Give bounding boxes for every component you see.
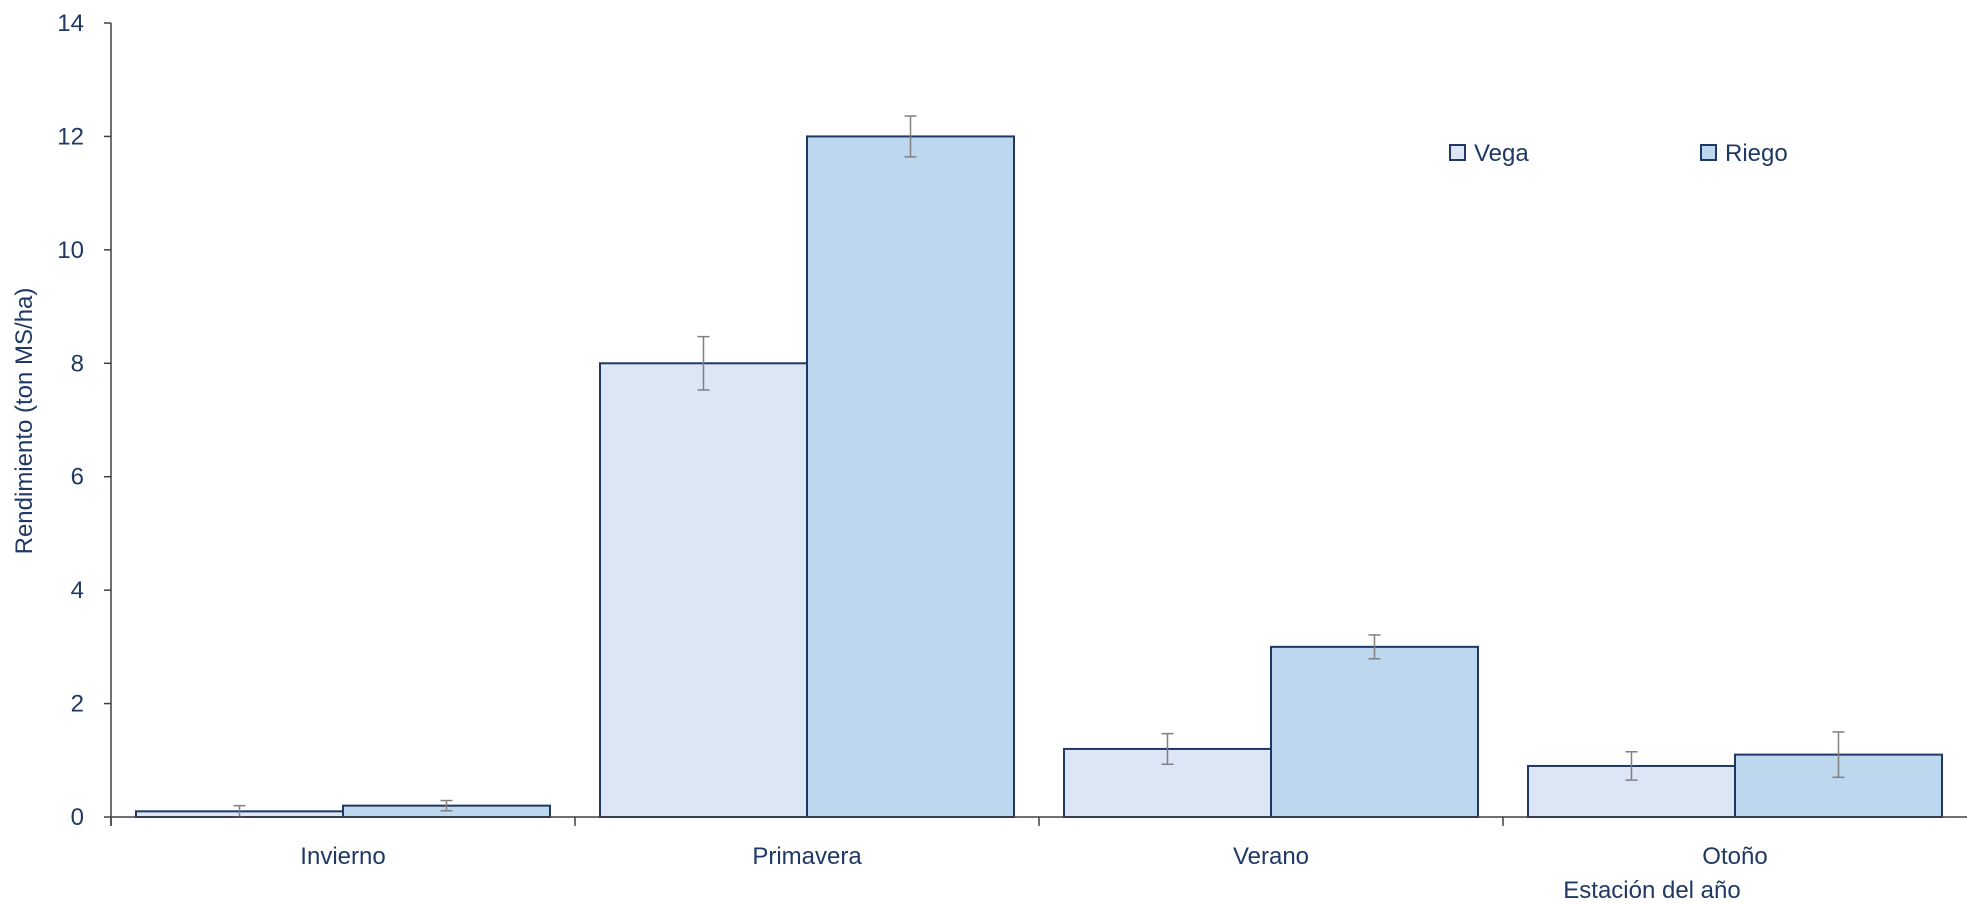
y-tick-label: 0	[71, 804, 84, 831]
y-tick-label: 6	[71, 464, 84, 491]
y-tick-label: 4	[71, 577, 84, 604]
legend-label: Riego	[1725, 140, 1788, 167]
y-tick-label: 12	[57, 123, 84, 150]
x-tick-label: Otoño	[1702, 843, 1767, 870]
axes	[104, 22, 1967, 826]
error-bars	[233, 115, 1845, 818]
plot-area	[135, 135, 1943, 819]
y-tick-labels: 0 2 4 6 8 10 12 14	[57, 10, 84, 831]
y-tick-label: 14	[57, 10, 84, 37]
y-tick-label: 10	[57, 237, 84, 264]
x-tick-label: Invierno	[300, 843, 385, 870]
x-tick-labels: Invierno Primavera Verano Otoño	[300, 843, 1767, 870]
y-tick-label: 2	[71, 691, 84, 718]
bar-vega-1	[599, 362, 808, 818]
error-bar-vega-1	[697, 335, 710, 391]
x-axis-title: Estación del año	[1563, 877, 1740, 903]
x-tick-label: Verano	[1233, 843, 1309, 870]
legend-label: Vega	[1474, 140, 1529, 167]
bar-riego-1	[806, 135, 1015, 818]
y-tick-label: 8	[71, 350, 84, 377]
error-bar-riego-2	[1368, 634, 1381, 660]
legend-swatch	[1700, 144, 1717, 161]
legend-swatch	[1449, 144, 1466, 161]
bar-riego-2	[1270, 645, 1479, 818]
legend: Vega Riego	[1449, 140, 1788, 167]
error-bar-riego-1	[904, 115, 917, 158]
error-bar-vega-3	[1625, 751, 1638, 781]
error-bar-vega-2	[1161, 732, 1174, 766]
y-axis-title: Rendimiento (ton MS/ha)	[11, 288, 38, 555]
x-tick-label: Primavera	[752, 843, 862, 870]
error-bar-riego-3	[1832, 731, 1845, 779]
error-bar-riego-0	[440, 799, 453, 812]
legend-item-riego: Riego	[1700, 140, 1788, 167]
legend-item-vega: Vega	[1449, 140, 1529, 167]
